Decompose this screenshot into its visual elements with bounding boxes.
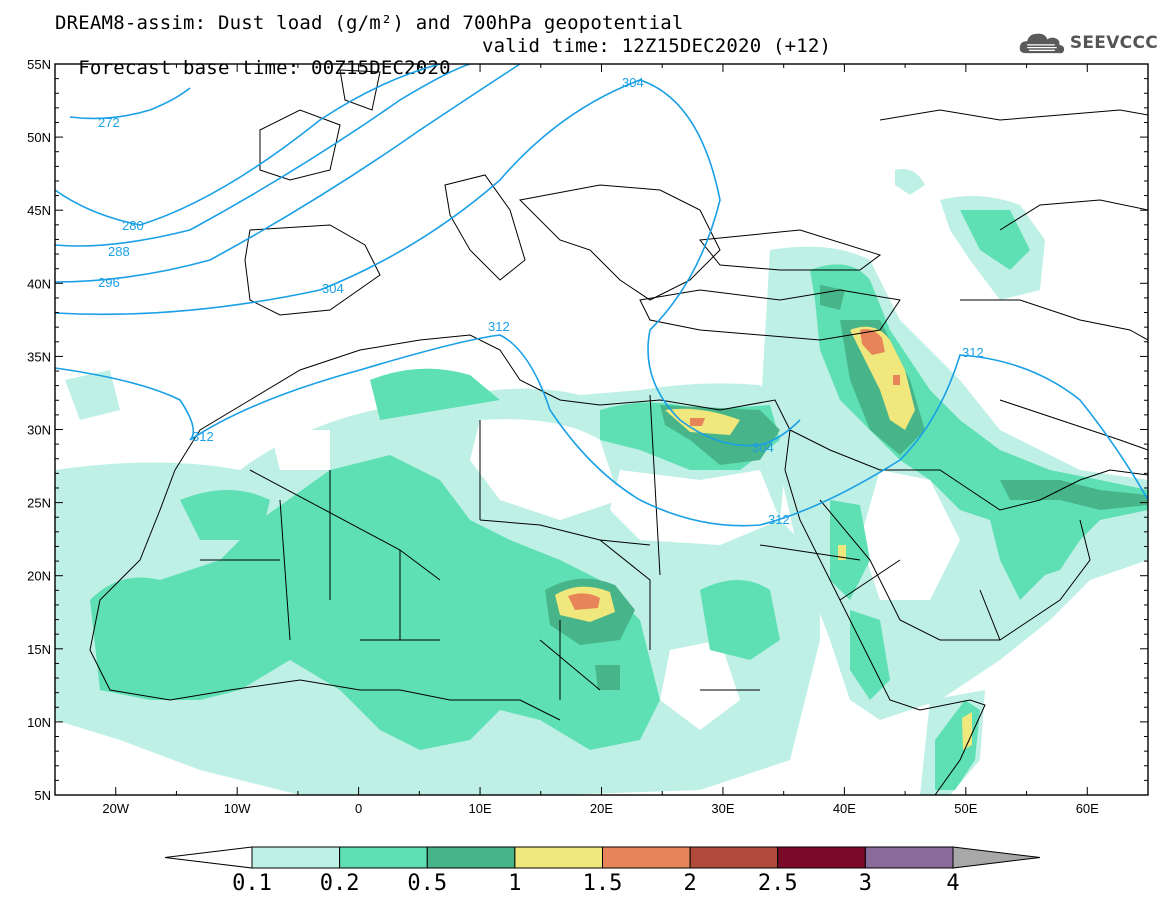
coastlines-borders bbox=[89, 69, 1148, 795]
contour-label: 288 bbox=[108, 244, 130, 259]
geopotential-contours bbox=[55, 64, 1148, 527]
lon-tick-label: 60E bbox=[1076, 801, 1099, 816]
contour-label: 296 bbox=[98, 275, 120, 290]
contour-label: 312 bbox=[192, 429, 214, 444]
lat-tick-label: 5N bbox=[34, 788, 51, 803]
seevccc-logo: SEEVCCC bbox=[1018, 26, 1158, 60]
contour-label: 312 bbox=[488, 319, 510, 334]
colorbar-label: 1 bbox=[508, 871, 522, 896]
colorbar-label: 0.5 bbox=[407, 871, 448, 896]
lat-tick-label: 40N bbox=[27, 276, 51, 291]
colorbar-label: 0.2 bbox=[319, 871, 360, 896]
lon-tick-label: 10E bbox=[468, 801, 491, 816]
valid-time: valid time: 12Z15DEC2020 (+12) bbox=[482, 35, 832, 57]
contour-label: 312 bbox=[768, 512, 790, 527]
forecast-base-time: Forecast base time: 00Z15DEC2020 bbox=[78, 57, 451, 79]
cloud-logo-icon bbox=[1019, 33, 1065, 54]
contour-label: 280 bbox=[122, 218, 144, 233]
colorbar-label: 4 bbox=[946, 871, 960, 896]
lat-tick-label: 35N bbox=[27, 349, 51, 364]
colorbar-label: 0.1 bbox=[232, 871, 272, 896]
lat-tick-label: 25N bbox=[27, 496, 51, 511]
logo-text: SEEVCCC bbox=[1069, 33, 1158, 53]
contour-label: 304 bbox=[622, 75, 644, 90]
colorbar-label: 2 bbox=[683, 871, 697, 896]
lat-tick-label: 45N bbox=[27, 203, 51, 218]
lon-tick-label: 40E bbox=[833, 801, 856, 816]
lon-tick-label: 20E bbox=[590, 801, 613, 816]
colorbar-label: 1.5 bbox=[582, 871, 623, 896]
lon-tick-label: 0 bbox=[355, 801, 362, 816]
axis-ticks: 20W 10W 0 10E 20E 30E 40E 50E 60E 55N 50N 45N 40N 35N… bbox=[27, 57, 1148, 816]
contour-label: 272 bbox=[98, 115, 120, 130]
map-title: DREAM8-assim: Dust load (g/m²) and 700hP… bbox=[55, 12, 684, 34]
colorbar-label: 2.5 bbox=[757, 871, 798, 896]
lat-tick-label: 10N bbox=[27, 715, 51, 730]
lat-tick-label: 55N bbox=[27, 57, 51, 72]
lat-tick-label: 50N bbox=[27, 130, 51, 145]
contour-labels: 272 280 288 296 304 304 304 312 312 312 … bbox=[98, 75, 984, 527]
contour-label: 304 bbox=[322, 281, 344, 296]
lon-tick-label: 30E bbox=[711, 801, 734, 816]
contour-label: 312 bbox=[962, 345, 984, 360]
contour-label: 304 bbox=[752, 440, 774, 455]
lon-tick-label: 20W bbox=[102, 801, 129, 816]
forecast-times: Forecast base time: 00Z15DEC2020 valid t… bbox=[55, 35, 831, 101]
dust-field bbox=[55, 169, 1148, 795]
lon-tick-label: 10W bbox=[224, 801, 251, 816]
lat-tick-label: 15N bbox=[27, 642, 51, 657]
colorbar-label: 3 bbox=[858, 871, 872, 896]
lon-tick-label: 50E bbox=[954, 801, 977, 816]
lat-tick-label: 30N bbox=[27, 423, 51, 438]
lat-tick-label: 20N bbox=[27, 569, 51, 584]
